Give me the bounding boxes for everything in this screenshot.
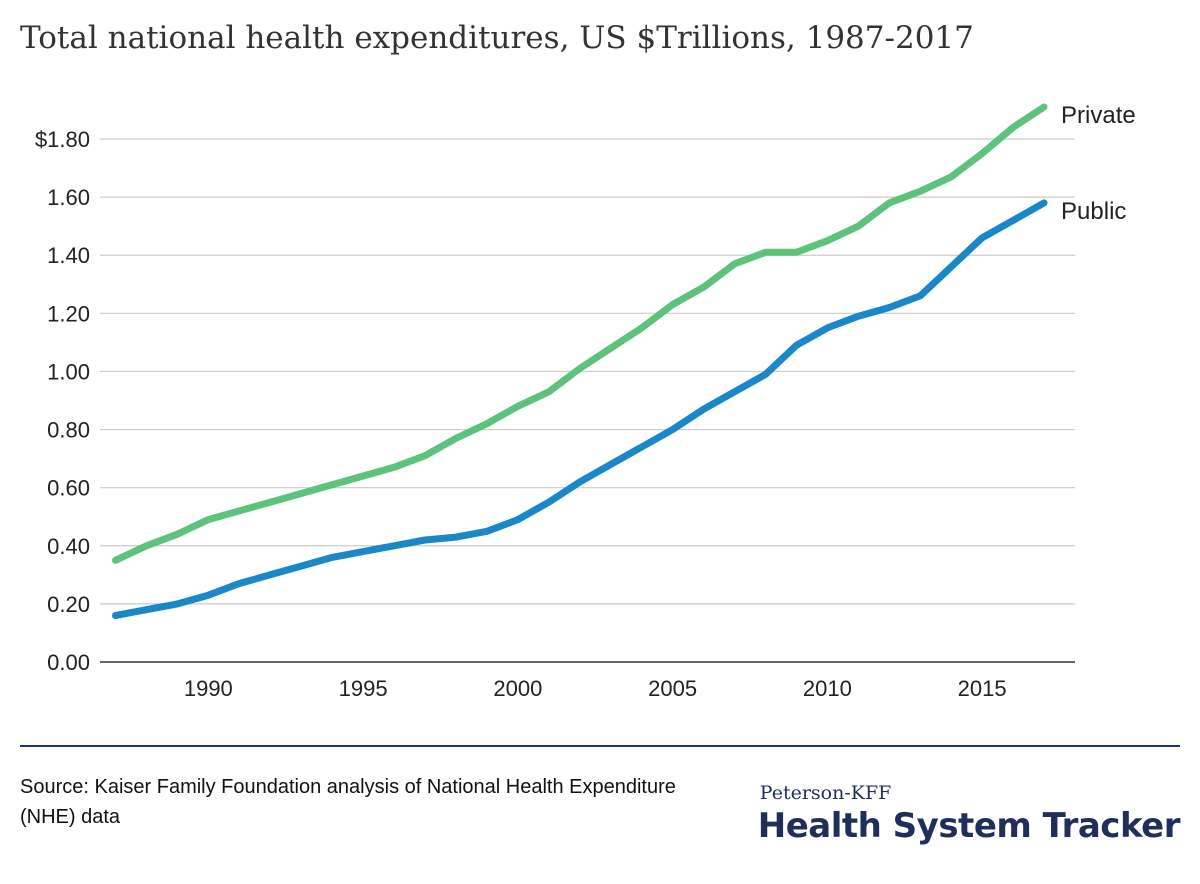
series-line-public xyxy=(112,199,1048,619)
x-tick-label: 1990 xyxy=(184,676,233,701)
y-tick-label: $1.80 xyxy=(35,127,90,152)
y-tick-label: 0.40 xyxy=(47,534,90,559)
source-note: Source: Kaiser Family Foundation analysi… xyxy=(20,776,676,828)
x-tick-label: 2000 xyxy=(493,676,542,701)
line-chart: 0.00 0.20 0.40 0.60 0.80 1.00 1.20 1.40 1.60 $1.8… xyxy=(35,102,1136,701)
brand-subtitle: Peterson-KFF xyxy=(759,782,892,804)
x-tick-label: 2010 xyxy=(803,676,852,701)
y-tick-label: 0.60 xyxy=(47,476,90,501)
brand-logo: Peterson-KFF Health System Tracker xyxy=(757,782,1181,846)
x-tick-label: 2015 xyxy=(958,676,1007,701)
x-tick-label: 1995 xyxy=(339,676,388,701)
y-tick-label: 1.40 xyxy=(47,243,90,268)
y-tick-label: 0.00 xyxy=(47,650,90,675)
y-tick-label: 1.00 xyxy=(47,359,90,384)
y-tick-label: 1.20 xyxy=(47,301,90,326)
y-tick-label: 0.20 xyxy=(47,592,90,617)
series-line-private xyxy=(112,103,1048,564)
chart-title: Total national health expenditures, US $… xyxy=(20,20,974,56)
brand-title: Health System Tracker xyxy=(757,806,1181,846)
y-tick-label: 0.80 xyxy=(47,418,90,443)
y-tick-label: 1.60 xyxy=(47,185,90,210)
series-label-private: Private xyxy=(1061,102,1136,129)
series-lines xyxy=(112,103,1048,619)
series-label-public: Public xyxy=(1061,198,1126,225)
labels: 0.00 0.20 0.40 0.60 0.80 1.00 1.20 1.40 1.60 $1.8… xyxy=(35,102,1136,701)
x-tick-label: 2005 xyxy=(648,676,697,701)
grid-lines xyxy=(100,138,1075,605)
footer-divider xyxy=(20,745,1180,747)
